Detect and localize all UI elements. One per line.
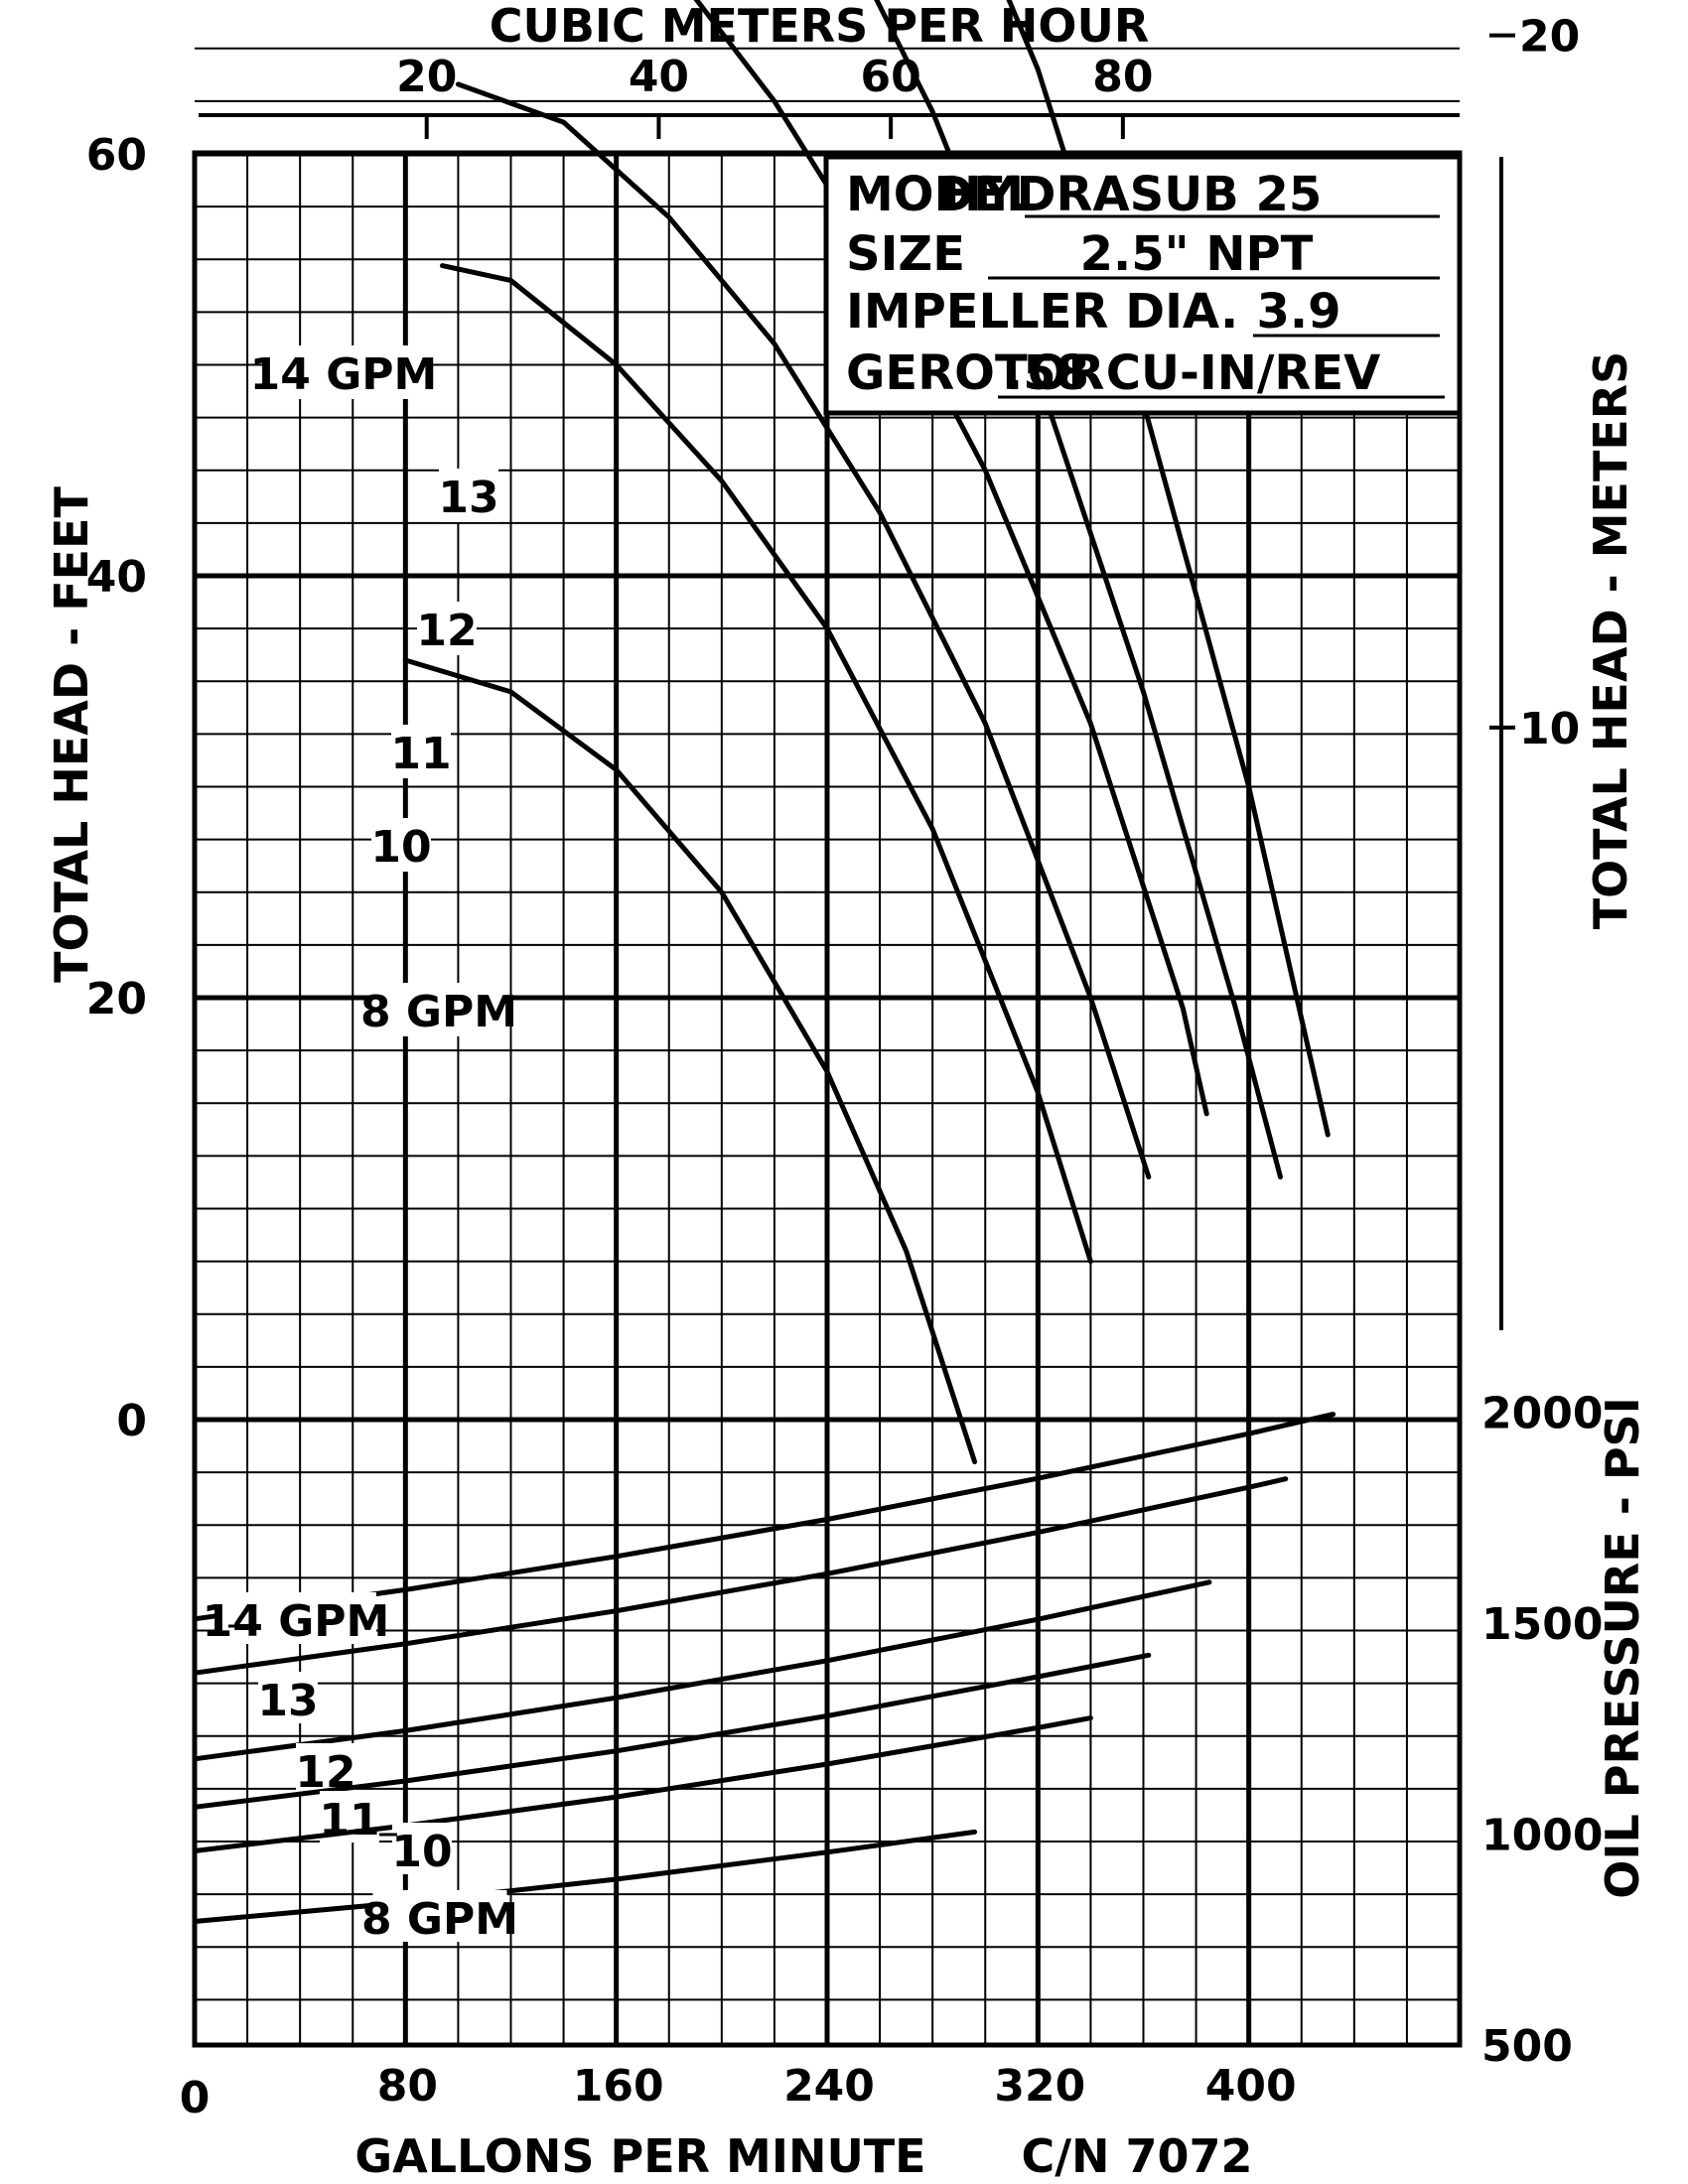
impeller-label: IMPELLER DIA. (846, 284, 1238, 340)
bottom-axis-tick-label: 80 (377, 2061, 438, 2112)
impeller-value: 3.9 (1256, 284, 1340, 340)
top-axis-title: CUBIC METERS PER HOUR (490, 0, 1150, 53)
head-curve-label: 14 GPM (250, 349, 438, 400)
pressure-curve-label: 14 GPM (203, 1596, 390, 1647)
bottom-axis-title: GALLONS PER MINUTE (354, 2129, 925, 2183)
right-psi-tick-label: 1000 (1481, 1811, 1603, 1861)
pressure-curve (192, 1579, 1212, 1762)
plot-frame (192, 150, 1463, 2048)
head-curve (455, 81, 1152, 1180)
gerotor-label: GEROTOR (846, 345, 1104, 401)
left-axis-tick-label: 0 (116, 1396, 147, 1446)
head-curve-label-bg (263, 345, 424, 399)
top-axis-tick-label: 80 (1092, 52, 1153, 102)
size-value: 2.5" NPT (1080, 226, 1314, 282)
right-axis-title-psi: OIL PRESSURE - PSI (1596, 1397, 1649, 1899)
bottom-axis-tick-label: 160 (573, 2061, 664, 2112)
head-curve-label: 12 (416, 606, 477, 656)
pressure-curve-label: 13 (257, 1676, 318, 1726)
model-label: MODEL (846, 167, 1037, 222)
pressure-curve (192, 1715, 1093, 1853)
right-psi-tick-label: 500 (1481, 2021, 1573, 2072)
pressure-curve-label: 8 GPM (361, 1894, 518, 1945)
head-curve-label-bg (371, 983, 506, 1036)
pressure-curve-label: 10 (391, 1827, 452, 1877)
model-value: HYDRASUB 25 (942, 167, 1323, 222)
bottom-axis-tick-label: 0 (180, 2073, 211, 2123)
head-curve-label: 13 (438, 473, 498, 523)
head-curve-label-bg (391, 725, 451, 778)
head-curve-label-bg (439, 469, 498, 522)
right-meters-tick-label: 10 (1519, 704, 1580, 754)
pressure-curve (192, 1476, 1289, 1676)
bottom-axis-tick-label: 320 (994, 2061, 1085, 2112)
head-curve (874, 0, 1283, 1180)
top-axis-tick-label: 20 (396, 52, 457, 102)
head-curve-label: 11 (390, 729, 451, 779)
head-curve (440, 263, 1093, 1265)
info-box: MODEL HYDRASUB 25 SIZE 2.5" NPT IMPELLER… (823, 154, 1463, 416)
head-curve-label: 10 (370, 822, 431, 873)
gerotor-value: .58 CU-IN/REV (1005, 345, 1380, 401)
size-label: SIZE (846, 226, 965, 282)
axes: 2040608008016024032040002040608010010203… (86, 12, 1604, 2123)
right-meters-tick-label: 20 (1519, 12, 1580, 63)
pressure-curve-label-bg (392, 1823, 452, 1874)
head-curve-label-bg (417, 602, 477, 655)
pressure-curve-label-bg (258, 1672, 318, 1723)
pressure-curve-label: 11 (319, 1795, 379, 1845)
right-axis-title-meters: TOTAL HEAD - METERS (1584, 351, 1637, 930)
left-axis-tick-label: 20 (86, 974, 147, 1024)
head-curve-label: 8 GPM (360, 987, 517, 1037)
top-axis-tick-label: 40 (629, 52, 689, 102)
pressure-curve-label-bg (215, 1592, 376, 1644)
info-box-border (823, 154, 1463, 416)
head-curve (1006, 0, 1331, 1138)
head-curve (402, 657, 978, 1464)
right-psi-tick-label: 2000 (1481, 1389, 1603, 1439)
pressure-curve-label-bg (372, 1890, 507, 1942)
bottom-axis-tick-label: 240 (783, 2061, 875, 2112)
left-axis-tick-label: 40 (86, 552, 147, 603)
pressure-curve (192, 1412, 1336, 1622)
head-curve-label-bg (371, 818, 431, 872)
pressure-curve (192, 1652, 1152, 1810)
left-axis-tick-label: 60 (86, 130, 147, 181)
bottom-axis-tick-label: 400 (1205, 2061, 1297, 2112)
caption-code: C/N 7072 (1021, 2129, 1252, 2183)
top-axis-tick-label: 60 (861, 52, 921, 102)
pressure-curve (192, 1829, 978, 1924)
left-axis-title: TOTAL HEAD - FEET (45, 486, 98, 983)
right-psi-tick-label: 1500 (1481, 1599, 1603, 1650)
